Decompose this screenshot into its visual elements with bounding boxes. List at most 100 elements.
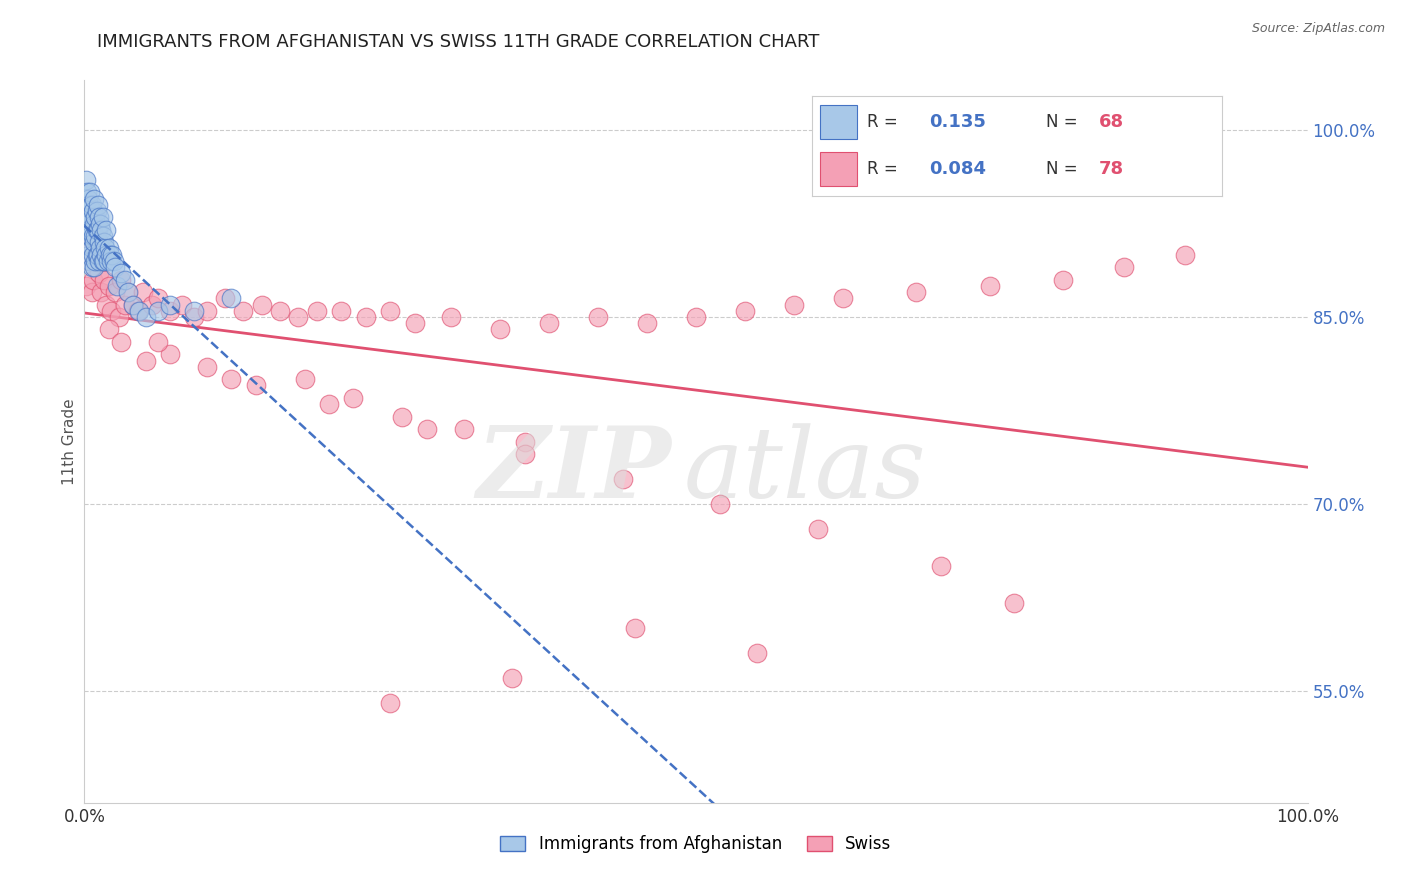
Point	[122, 297, 145, 311]
Point	[87, 198, 110, 212]
Point	[104, 260, 127, 274]
Point	[84, 211, 107, 225]
Point	[269, 303, 291, 318]
Point	[87, 254, 110, 268]
Point	[87, 235, 110, 250]
Point	[342, 391, 364, 405]
Point	[87, 223, 110, 237]
Point	[90, 285, 112, 299]
Point	[79, 186, 101, 200]
Point	[232, 303, 254, 318]
Point	[612, 472, 634, 486]
Point	[929, 559, 952, 574]
Point	[783, 297, 806, 311]
Point	[127, 303, 149, 318]
Point	[305, 303, 328, 318]
Point	[80, 198, 103, 212]
Point	[831, 291, 853, 305]
Point	[146, 334, 169, 349]
Point	[76, 223, 98, 237]
Point	[96, 223, 118, 237]
Point	[318, 397, 340, 411]
Point	[104, 285, 127, 299]
Point	[77, 198, 100, 212]
Point	[75, 198, 97, 212]
Point	[404, 316, 426, 330]
Point	[110, 334, 132, 349]
Point	[636, 316, 658, 330]
Point	[380, 696, 402, 710]
Point	[84, 254, 107, 268]
Point	[391, 409, 413, 424]
Y-axis label: 11th Grade: 11th Grade	[62, 398, 77, 485]
Point	[77, 235, 100, 250]
Point	[117, 285, 139, 299]
Point	[250, 297, 273, 311]
Point	[90, 223, 112, 237]
Point	[97, 322, 120, 336]
Point	[101, 248, 124, 262]
Point	[586, 310, 609, 324]
Point	[807, 522, 830, 536]
Point	[76, 211, 98, 225]
Point	[734, 303, 756, 318]
Point	[77, 223, 100, 237]
Point	[94, 242, 117, 256]
Point	[709, 497, 731, 511]
Legend: Immigrants from Afghanistan, Swiss: Immigrants from Afghanistan, Swiss	[494, 828, 898, 860]
Point	[624, 621, 647, 635]
Point	[1174, 248, 1197, 262]
Point	[93, 254, 115, 268]
Point	[159, 303, 181, 318]
Point	[76, 186, 98, 200]
Point	[195, 303, 218, 318]
Point	[146, 303, 169, 318]
Point	[538, 316, 561, 330]
Point	[91, 229, 114, 244]
Point	[110, 266, 132, 280]
Point	[489, 322, 512, 336]
Point	[747, 646, 769, 660]
Point	[82, 204, 104, 219]
Text: IMMIGRANTS FROM AFGHANISTAN VS SWISS 11TH GRADE CORRELATION CHART: IMMIGRANTS FROM AFGHANISTAN VS SWISS 11T…	[97, 33, 818, 52]
Point	[103, 254, 125, 268]
Point	[330, 303, 353, 318]
Point	[1114, 260, 1136, 274]
Point	[219, 291, 242, 305]
Point	[91, 254, 114, 268]
Point	[183, 303, 205, 318]
Point	[219, 372, 242, 386]
Point	[159, 297, 181, 311]
Point	[79, 211, 101, 225]
Point	[87, 248, 110, 262]
Point	[513, 447, 536, 461]
Point	[416, 422, 439, 436]
Point	[84, 229, 107, 244]
Point	[83, 192, 105, 206]
Point	[97, 278, 120, 293]
Point	[159, 347, 181, 361]
Point	[135, 353, 157, 368]
Point	[107, 310, 129, 324]
Point	[100, 254, 122, 268]
Point	[97, 242, 120, 256]
Point	[1002, 597, 1025, 611]
Point	[77, 248, 100, 262]
Text: Source: ZipAtlas.com: Source: ZipAtlas.com	[1251, 22, 1385, 36]
Point	[83, 260, 105, 274]
Point	[80, 223, 103, 237]
Point	[86, 223, 108, 237]
Point	[77, 217, 100, 231]
Point	[128, 303, 150, 318]
Point	[905, 285, 928, 299]
Point	[122, 297, 145, 311]
Point	[354, 310, 377, 324]
Point	[114, 297, 136, 311]
Point	[75, 173, 97, 187]
Point	[135, 310, 157, 324]
Point	[502, 671, 524, 685]
Point	[90, 248, 112, 262]
Point	[380, 303, 402, 318]
Point	[146, 291, 169, 305]
Point	[105, 278, 128, 293]
